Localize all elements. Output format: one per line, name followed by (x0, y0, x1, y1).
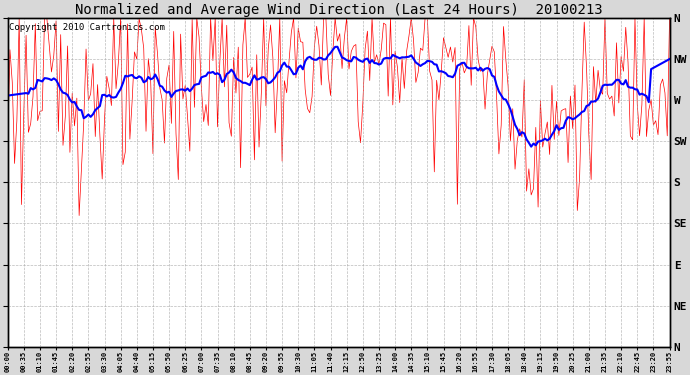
Title: Normalized and Average Wind Direction (Last 24 Hours)  20100213: Normalized and Average Wind Direction (L… (75, 3, 602, 17)
Text: Copyright 2010 Cartronics.com: Copyright 2010 Cartronics.com (9, 23, 165, 32)
